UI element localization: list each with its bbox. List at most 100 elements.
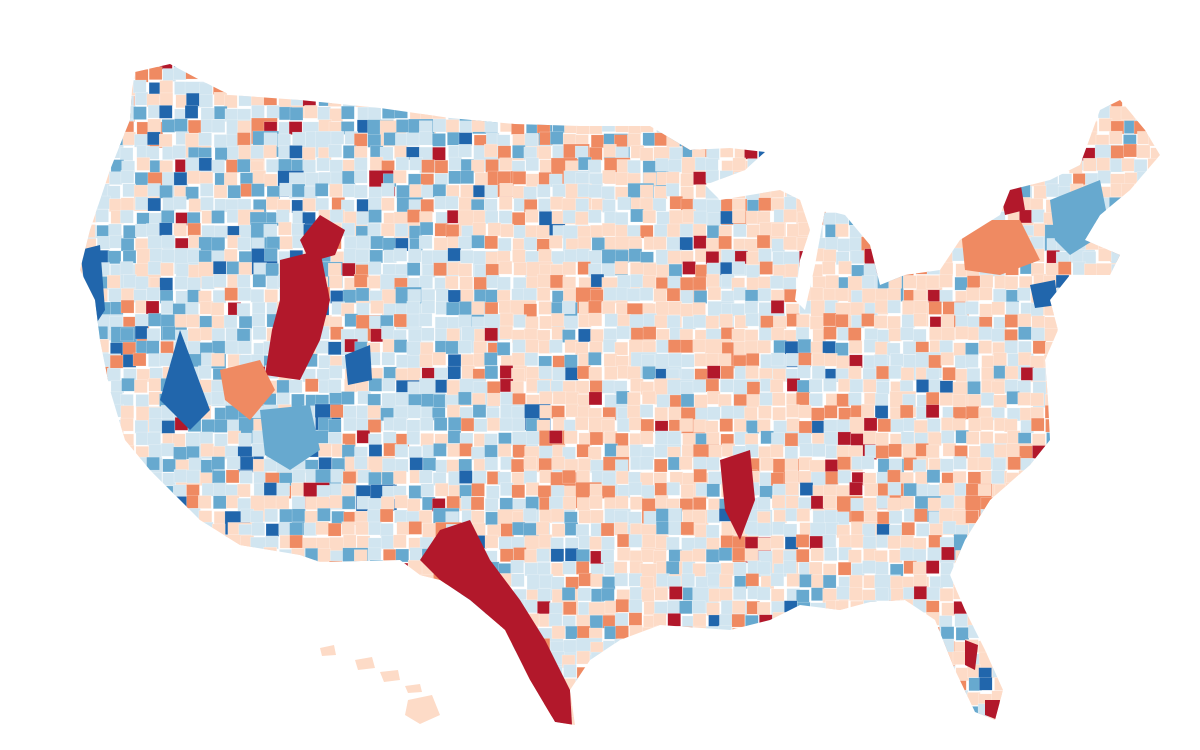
county (484, 198, 498, 213)
county (523, 106, 537, 121)
county (433, 625, 460, 652)
county (838, 118, 852, 132)
county (302, 147, 316, 161)
county (719, 313, 733, 328)
county (380, 81, 395, 96)
county (199, 94, 213, 108)
county (1006, 576, 1021, 590)
county (120, 638, 134, 653)
county (732, 628, 746, 642)
county (693, 171, 707, 185)
county (499, 66, 527, 93)
county (578, 328, 592, 343)
county (1019, 120, 1034, 134)
county (552, 64, 566, 67)
county (84, 144, 98, 159)
county (120, 417, 134, 432)
county (393, 93, 407, 107)
county (1134, 277, 1148, 292)
county (654, 601, 668, 615)
county (223, 172, 238, 187)
county (1071, 378, 1085, 393)
county (746, 251, 760, 266)
county (83, 717, 110, 725)
county (643, 263, 657, 277)
county (693, 419, 707, 433)
county (420, 433, 434, 447)
county (1068, 419, 1083, 433)
county (421, 93, 436, 107)
county (511, 664, 525, 678)
county (1058, 173, 1072, 187)
county (1030, 64, 1044, 69)
county (926, 199, 940, 213)
county (822, 732, 848, 750)
county (251, 313, 266, 327)
county (420, 199, 434, 213)
county (1033, 536, 1060, 564)
county (448, 107, 462, 122)
county (289, 705, 303, 719)
county (955, 326, 969, 340)
county (564, 119, 578, 134)
county (992, 146, 1006, 161)
county (395, 368, 409, 382)
county (744, 329, 759, 343)
county (380, 496, 395, 510)
county (760, 457, 774, 471)
county (1109, 197, 1123, 211)
county (746, 277, 760, 291)
county (432, 94, 447, 109)
county (1147, 598, 1160, 613)
county (486, 485, 500, 499)
island (405, 684, 422, 693)
county (940, 704, 955, 719)
county (952, 470, 967, 485)
county (873, 315, 888, 329)
county (473, 470, 487, 484)
county (604, 313, 618, 327)
county (925, 560, 940, 574)
county (681, 705, 696, 719)
county (551, 485, 565, 499)
county (1030, 523, 1057, 550)
county (473, 210, 487, 224)
county (1082, 93, 1096, 108)
county (588, 312, 603, 327)
county (237, 287, 252, 302)
county (628, 481, 643, 496)
county (890, 353, 904, 367)
county (341, 729, 367, 750)
county (798, 404, 812, 419)
county (1136, 66, 1150, 81)
county (1031, 679, 1046, 693)
county (148, 378, 162, 392)
county (575, 416, 589, 431)
county (1016, 679, 1044, 706)
county (394, 405, 409, 420)
county (720, 210, 734, 225)
county (603, 287, 617, 301)
county (1110, 535, 1124, 549)
county (719, 81, 734, 96)
county (980, 106, 995, 120)
county (536, 287, 551, 301)
county (1162, 577, 1175, 590)
county (120, 237, 135, 252)
county (602, 339, 617, 353)
county (446, 328, 460, 342)
county (783, 560, 797, 574)
county (485, 732, 498, 745)
county (1082, 81, 1096, 95)
county (628, 511, 642, 525)
county (707, 678, 721, 693)
county (680, 484, 695, 498)
county (1029, 80, 1044, 94)
county (875, 561, 889, 576)
county (1098, 612, 1112, 626)
county (224, 287, 238, 301)
county (526, 66, 541, 81)
county (512, 249, 526, 263)
county (80, 549, 95, 564)
county (953, 601, 968, 615)
